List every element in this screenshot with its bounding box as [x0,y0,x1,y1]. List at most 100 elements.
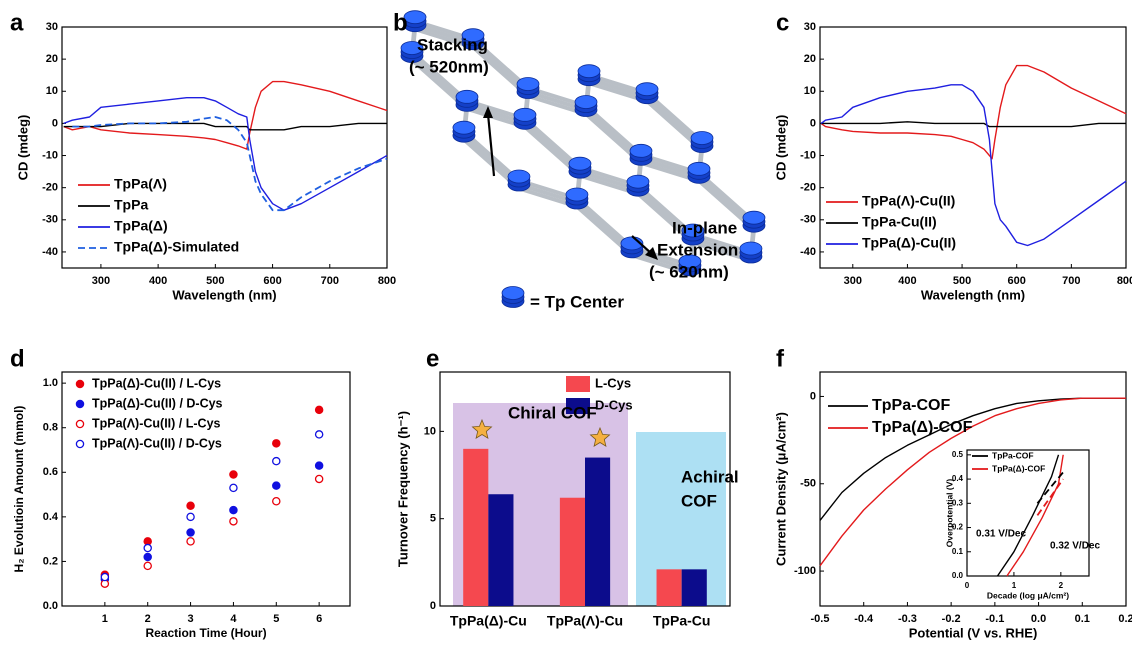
legend-label: TpPa-COF [872,397,950,414]
panel-label: c [776,9,789,36]
annotation: COF [681,491,717,510]
y-tick-label: -40 [800,246,816,258]
figure: bStacking(~ 520nm)In-planeExtension(~ 62… [0,0,1132,649]
legend-label: TpPa(Λ) [114,176,167,192]
bar [488,494,513,606]
x-tick-label: 0 [965,581,970,590]
x-tick-label: 600 [1008,275,1026,287]
legend-label: L-Cys [595,375,631,390]
x-tick-label: 400 [149,275,167,287]
x-tick-label: TpPa(Δ)-Cu [450,613,527,629]
panel-label: e [426,345,439,372]
x-tick-label: 300 [92,275,110,287]
arrow [488,114,494,176]
panel-label: b [393,9,408,36]
x-tick-label: 5 [273,613,279,625]
diagram-label: = Tp Center [530,292,624,311]
x-tick-label: 400 [898,275,916,287]
y-tick-label: 30 [46,21,58,33]
data-line [64,98,387,211]
y-axis-label: Overpotential (V) [944,479,954,548]
annotation: Achiral [681,467,739,486]
data-line [64,123,387,129]
y-tick-label: 0.2 [43,555,58,567]
data-line [821,122,1126,127]
x-tick-label: 600 [263,275,281,287]
data-point [144,553,151,560]
tp-center [630,144,652,157]
y-axis-label: CD (mdeg) [15,115,30,181]
tp-center [569,157,591,170]
legend-marker [76,380,83,387]
x-tick-label: 800 [378,275,396,287]
y-tick-label: 10 [424,425,436,437]
tp-center [688,162,710,175]
x-tick-label: -0.5 [811,613,830,625]
data-line [64,82,387,150]
x-axis-label: Reaction Time (Hour) [145,626,266,640]
legend-label: TpPa-Cu(II) [862,214,937,230]
data-point [187,529,194,536]
x-tick-label: 0.1 [1075,613,1090,625]
data-point [273,482,280,489]
data-point [187,538,194,545]
y-tick-label: 10 [804,85,816,97]
legend-label: TpPa(Δ)-COF [872,419,973,436]
data-point [230,471,237,478]
plot-frame [820,27,1126,268]
y-tick-label: -100 [794,565,816,577]
tp-center [627,175,649,188]
x-tick-label: 2 [1059,581,1064,590]
legend-label: TpPa(Δ)-Simulated [114,239,239,255]
legend-label: TpPa(Λ)-Cu(II) [862,193,955,209]
data-point [316,462,323,469]
x-tick-label: 3 [188,613,194,625]
x-tick-label: 1 [102,613,108,625]
legend-marker [76,440,83,447]
y-tick-label: -20 [42,182,58,194]
data-point [273,440,280,447]
y-tick-label: 0 [810,117,816,129]
tp-center [514,108,536,121]
x-axis-label: Potential (V vs. RHE) [909,625,1038,640]
legend-label: TpPa(Δ)-Cu(II) / L-Cys [92,376,221,390]
tp-center [502,287,524,300]
plot-frame [62,27,387,268]
y-tick-label: 0.0 [43,600,58,612]
legend-label: TpPa(Δ)-Cu(II) / D-Cys [92,396,223,410]
tp-center [691,132,713,145]
x-tick-label: 300 [844,275,862,287]
y-axis-label: Turnover Frequency (h⁻¹) [395,411,410,567]
y-tick-label: 0.6 [43,466,58,478]
legend-label: TpPa-COF [992,450,1034,460]
y-tick-label: 10 [46,85,58,97]
bar [463,449,488,606]
legend-label: TpPa(Δ)-COF [992,463,1045,473]
panel-label: d [10,345,25,372]
tp-center [575,96,597,109]
diagram-label: (~ 520nm) [409,57,489,76]
x-tick-label: -0.1 [985,613,1004,625]
y-tick-label: 0.4 [43,511,59,523]
y-tick-label: 20 [804,53,816,65]
x-tick-label: TpPa-Cu [653,613,711,629]
data-point [230,507,237,514]
x-tick-label: 800 [1117,275,1132,287]
data-point [273,458,280,465]
y-tick-label: -40 [42,246,58,258]
data-point [144,544,151,551]
x-tick-label: 6 [316,613,322,625]
x-axis-label: Wavelength (nm) [921,287,1025,302]
data-line [821,66,1126,159]
legend-marker [76,420,83,427]
data-point [230,518,237,525]
tp-center [517,78,539,91]
bar [682,569,707,606]
y-tick-label: 5 [430,513,436,525]
y-tick-label: -30 [42,214,58,226]
legend-label: TpPa(Λ)-Cu(II) / L-Cys [92,416,221,430]
x-tick-label: 700 [321,275,339,287]
x-tick-label: 700 [1062,275,1080,287]
bar [560,498,585,606]
x-tick-label: -0.4 [854,613,874,625]
